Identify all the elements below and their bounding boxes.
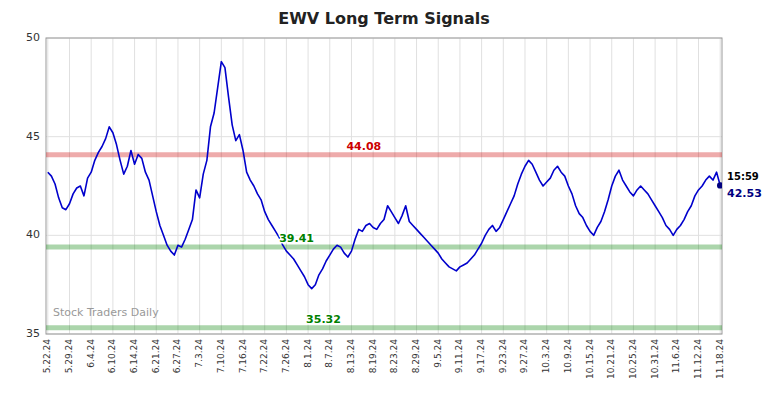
x-grid-line: [286, 38, 287, 334]
x-tick-label: 10.31.24: [650, 339, 660, 379]
x-tick-label: 7.16.24: [238, 339, 248, 374]
x-tick-label: 7.10.24: [216, 339, 226, 374]
y-axis: 35 40 45 50: [26, 31, 40, 340]
x-axis: 5.22.24 5.29.24 6.4.24 6.10.24 6.14.24 6.21.2…: [42, 339, 724, 379]
level-band: [46, 244, 722, 249]
price-line: [48, 62, 720, 289]
x-grid-line: [438, 38, 439, 334]
x-grid-line: [69, 38, 70, 334]
grid: [46, 38, 722, 334]
x-tick-label: 6.4.24: [86, 339, 96, 368]
page: {"chart_data": { "type": "line", "title"…: [0, 0, 784, 398]
x-tick-label: 10.3.24: [541, 339, 551, 374]
x-grid-line: [177, 38, 178, 334]
y-tick-label: 35: [26, 327, 40, 340]
x-tick-label: 10.25.24: [628, 339, 638, 379]
plot-area: [46, 62, 722, 328]
x-grid-line: [590, 38, 591, 334]
x-grid-line: [394, 38, 395, 334]
x-grid-line: [243, 38, 244, 334]
x-tick-label: 8.23.24: [389, 339, 399, 374]
x-tick-label: 9.17.24: [476, 339, 486, 374]
x-grid-line: [676, 38, 677, 334]
chart-svg: 44.08 39.41 35.32 Stock Traders Daily 15:59 4…: [0, 0, 784, 398]
x-tick-label: 6.14.24: [129, 339, 139, 374]
x-grid-line: [134, 38, 135, 334]
x-tick-label: 9.5.24: [433, 339, 443, 368]
level-label: 39.41: [279, 232, 314, 245]
level-band: [46, 325, 722, 330]
last-price-dot: [717, 182, 722, 188]
x-tick-label: 11.12.24: [693, 339, 703, 379]
x-tick-label: 9.27.24: [519, 339, 529, 374]
x-grid-line: [112, 38, 113, 334]
x-grid-line: [698, 38, 699, 334]
x-grid-line: [546, 38, 547, 334]
x-tick-label: 10.21.24: [606, 339, 616, 379]
x-grid-line: [481, 38, 482, 334]
x-tick-label: 10.15.24: [585, 339, 595, 379]
chart-container: 44.08 39.41 35.32 Stock Traders Daily 15:59 4…: [0, 0, 784, 398]
x-grid-line: [416, 38, 417, 334]
level-label: 44.08: [346, 140, 381, 153]
annotations: 44.08 39.41 35.32 Stock Traders Daily 15:59 4…: [53, 140, 762, 326]
y-grid-line: [46, 235, 722, 236]
x-tick-label: 6.27.24: [172, 339, 182, 374]
x-tick-label: 8.29.24: [411, 339, 421, 374]
x-grid-line: [91, 38, 92, 334]
x-tick-label: 8.19.24: [368, 339, 378, 374]
x-grid-line: [329, 38, 330, 334]
x-tick-label: 9.11.24: [454, 339, 464, 374]
x-grid-line: [503, 38, 504, 334]
x-tick-label: 7.3.24: [194, 339, 204, 368]
plot-frame: [46, 38, 722, 334]
x-grid-line: [373, 38, 374, 334]
x-grid-line: [221, 38, 222, 334]
current-price: 42.53: [727, 187, 762, 200]
x-tick-label: 10.9.24: [563, 339, 573, 374]
x-tick-label: 8.7.24: [324, 339, 334, 368]
x-grid-line: [633, 38, 634, 334]
x-tick-label: 8.1.24: [303, 339, 313, 368]
y-tick-label: 45: [26, 130, 40, 143]
x-grid-line: [459, 38, 460, 334]
x-tick-label: 9.23.24: [498, 339, 508, 374]
level-label: 35.32: [306, 313, 341, 326]
x-grid-line: [524, 38, 525, 334]
x-grid-line: [156, 38, 157, 334]
x-grid-line: [199, 38, 200, 334]
x-tick-label: 5.29.24: [64, 339, 74, 374]
y-tick-label: 40: [26, 228, 40, 241]
current-time: 15:59: [727, 171, 759, 182]
x-grid-line: [655, 38, 656, 334]
x-tick-label: 5.22.24: [42, 339, 52, 374]
y-tick-label: 50: [26, 31, 40, 44]
y-grid-line: [46, 136, 722, 137]
level-band: [46, 152, 722, 157]
x-tick-label: 7.26.24: [281, 339, 291, 374]
watermark: Stock Traders Daily: [53, 306, 159, 319]
x-tick-label: 11.6.24: [671, 339, 681, 374]
x-tick-label: 6.10.24: [107, 339, 117, 374]
x-tick-label: 8.13.24: [346, 339, 356, 374]
x-tick-label: 7.22.24: [259, 339, 269, 374]
x-grid-line: [351, 38, 352, 334]
x-tick-label: 11.18.24: [715, 339, 725, 379]
x-grid-line: [47, 38, 48, 334]
x-tick-label: 6.21.24: [151, 339, 161, 374]
x-grid-line: [308, 38, 309, 334]
chart-title: EWV Long Term Signals: [278, 9, 490, 28]
x-grid-line: [264, 38, 265, 334]
